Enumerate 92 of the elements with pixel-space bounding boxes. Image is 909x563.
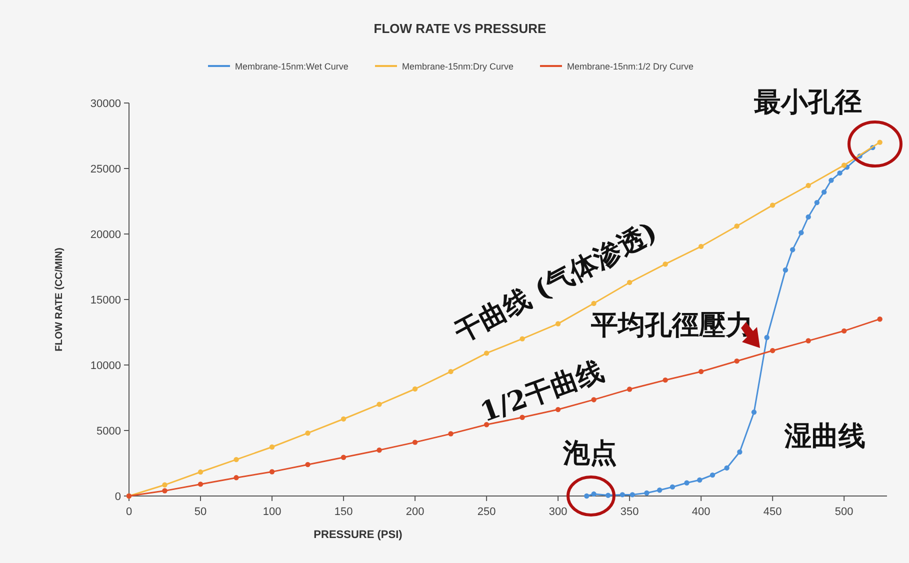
point	[806, 338, 811, 344]
y-tick-label: 20000	[90, 229, 121, 241]
point	[620, 492, 626, 498]
point	[376, 402, 382, 407]
x-tick-label: 150	[334, 506, 353, 518]
x-tick-label: 100	[262, 506, 282, 518]
point	[806, 214, 811, 220]
point	[555, 406, 561, 412]
point	[782, 267, 788, 273]
point	[412, 386, 418, 392]
point	[877, 140, 882, 145]
y-tick-label: 10000	[90, 360, 121, 372]
x-tick-label: 300	[548, 506, 568, 518]
point	[484, 422, 490, 428]
point	[837, 170, 842, 176]
x-tick-label: 250	[477, 506, 496, 518]
legend-label: Membrane-15nm:Dry Curve	[402, 62, 514, 72]
point	[630, 492, 636, 498]
point	[798, 230, 804, 236]
point	[877, 316, 882, 322]
point	[662, 262, 668, 267]
point	[841, 328, 847, 334]
y-tick-label: 0	[114, 491, 121, 503]
x-tick-label: 400	[692, 506, 710, 518]
x-tick-label: 0	[126, 506, 132, 518]
x-tick-label: 450	[763, 506, 782, 518]
point	[340, 416, 346, 422]
point	[269, 444, 275, 450]
point	[626, 280, 632, 286]
point	[606, 492, 611, 498]
point	[626, 386, 632, 392]
legend-label: Membrane-15nm:Wet Curve	[235, 62, 348, 72]
annotation: 1/2干曲线	[476, 355, 608, 429]
point	[234, 456, 239, 462]
point	[484, 350, 490, 356]
point	[591, 397, 596, 402]
y-tick-label: 15000	[90, 294, 121, 306]
point	[734, 358, 740, 364]
point	[751, 410, 757, 415]
annotation: 最小孔径	[753, 87, 862, 118]
point	[770, 348, 776, 354]
point	[198, 469, 204, 475]
point	[698, 368, 704, 374]
point	[376, 448, 382, 453]
point	[162, 488, 168, 494]
point	[734, 224, 740, 229]
point	[662, 377, 668, 383]
chart-title: FLOW RATE VS PRESSURE	[374, 21, 547, 36]
point	[198, 482, 204, 487]
annotation: 泡点	[562, 438, 617, 469]
point	[764, 334, 770, 340]
point	[591, 491, 596, 497]
y-tick-label: 30000	[90, 98, 121, 110]
point	[790, 247, 796, 252]
point	[448, 431, 454, 436]
x-tick-label: 500	[834, 506, 854, 518]
point	[670, 484, 676, 490]
point	[737, 449, 742, 455]
point	[828, 178, 834, 183]
y-tick-label: 25000	[90, 164, 121, 176]
y-axis-title: FLOW RATE (CC/MIN)	[54, 248, 65, 352]
point	[305, 462, 310, 468]
point	[697, 477, 702, 483]
point	[806, 182, 811, 188]
point	[657, 488, 662, 493]
point	[644, 490, 650, 496]
point	[591, 300, 596, 306]
point	[412, 440, 418, 445]
point	[710, 472, 716, 478]
x-tick-label: 350	[620, 506, 639, 518]
point	[162, 482, 168, 488]
point	[841, 162, 847, 168]
point	[555, 321, 561, 326]
point	[684, 480, 690, 486]
point	[448, 368, 454, 374]
point	[340, 454, 346, 460]
point	[234, 475, 239, 480]
point	[724, 465, 730, 471]
x-tick-label: 200	[406, 506, 424, 518]
point	[520, 336, 525, 342]
point	[770, 202, 776, 208]
x-axis-title: PRESSURE (PSI)	[314, 529, 403, 541]
point	[698, 244, 704, 250]
x-tick-label: 50	[194, 506, 207, 518]
point	[305, 430, 310, 436]
point	[269, 469, 275, 474]
y-tick-label: 5000	[96, 426, 121, 438]
point	[584, 493, 590, 499]
point	[821, 189, 827, 195]
annotation: 湿曲线	[784, 421, 866, 452]
legend-label: Membrane-15nm:1/2 Dry Curve	[567, 62, 694, 72]
point	[814, 200, 820, 206]
